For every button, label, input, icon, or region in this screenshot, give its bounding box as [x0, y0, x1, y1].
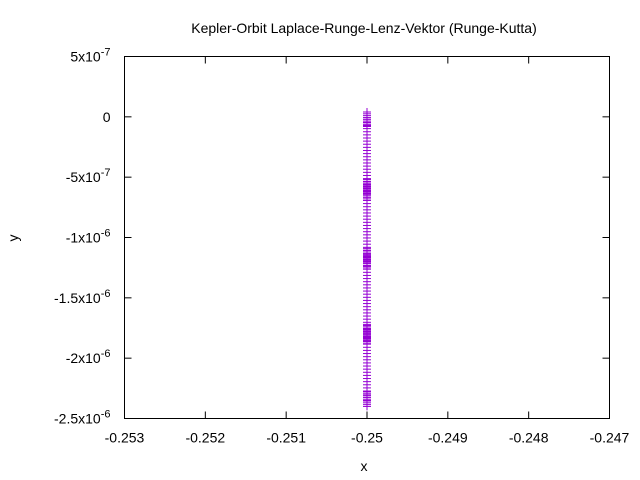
- data-point: [363, 180, 371, 189]
- y-tick-mantissa: -5x10: [66, 169, 101, 185]
- x-tick-label: -0.25: [351, 430, 383, 446]
- y-tick-exponent: -6: [101, 409, 111, 421]
- data-series: [363, 108, 371, 411]
- y-tick-mantissa: -1x10: [66, 230, 101, 246]
- y-tick-exponent: -6: [101, 228, 111, 240]
- y-tick-mantissa: -2.5x10: [54, 411, 101, 427]
- x-tick-label: -0.252: [185, 430, 225, 446]
- y-tick-label: -2x10-6: [66, 348, 111, 366]
- y-tick-label: -5x10-7: [66, 167, 111, 185]
- x-axis: -0.253 -0.252 -0.251 -0.25 -0.249 -0.248 -0.24…: [105, 56, 630, 446]
- y-tick-mantissa: 5x10: [70, 49, 101, 65]
- x-tick-label: -0.249: [428, 430, 468, 446]
- y-tick-exponent: -7: [101, 47, 111, 59]
- y-tick-exponent: -7: [101, 167, 111, 179]
- y-tick-exponent: -6: [101, 348, 111, 360]
- data-point: [363, 325, 371, 334]
- y-tick-label: -1.5x10-6: [54, 288, 110, 306]
- x-tick-label: -0.251: [266, 430, 306, 446]
- y-tick-exponent: -6: [101, 288, 111, 300]
- y-tick-label: -2.5x10-6: [54, 409, 110, 427]
- y-tick-label: 0: [103, 109, 111, 125]
- x-tick-label: -0.247: [590, 430, 630, 446]
- data-point: [363, 108, 371, 117]
- y-tick-mantissa: -1.5x10: [54, 290, 101, 306]
- x-axis-label: x: [361, 458, 368, 474]
- y-tick-label: -1x10-6: [66, 228, 111, 246]
- x-tick-label: -0.248: [509, 430, 549, 446]
- data-point: [363, 387, 371, 396]
- y-tick-label: 5x10-7: [70, 47, 110, 65]
- y-axis: 5x10-70-5x10-7-1x10-6-1.5x10-6-2x10-6-2.…: [54, 47, 610, 427]
- y-tick-mantissa: 0: [103, 109, 111, 125]
- x-tick-label: -0.253: [105, 430, 145, 446]
- data-point: [363, 250, 371, 259]
- chart-title: Kepler-Orbit Laplace-Runge-Lenz-Vektor (…: [191, 20, 537, 36]
- y-axis-label: y: [5, 235, 21, 242]
- y-tick-mantissa: -2x10: [66, 350, 101, 366]
